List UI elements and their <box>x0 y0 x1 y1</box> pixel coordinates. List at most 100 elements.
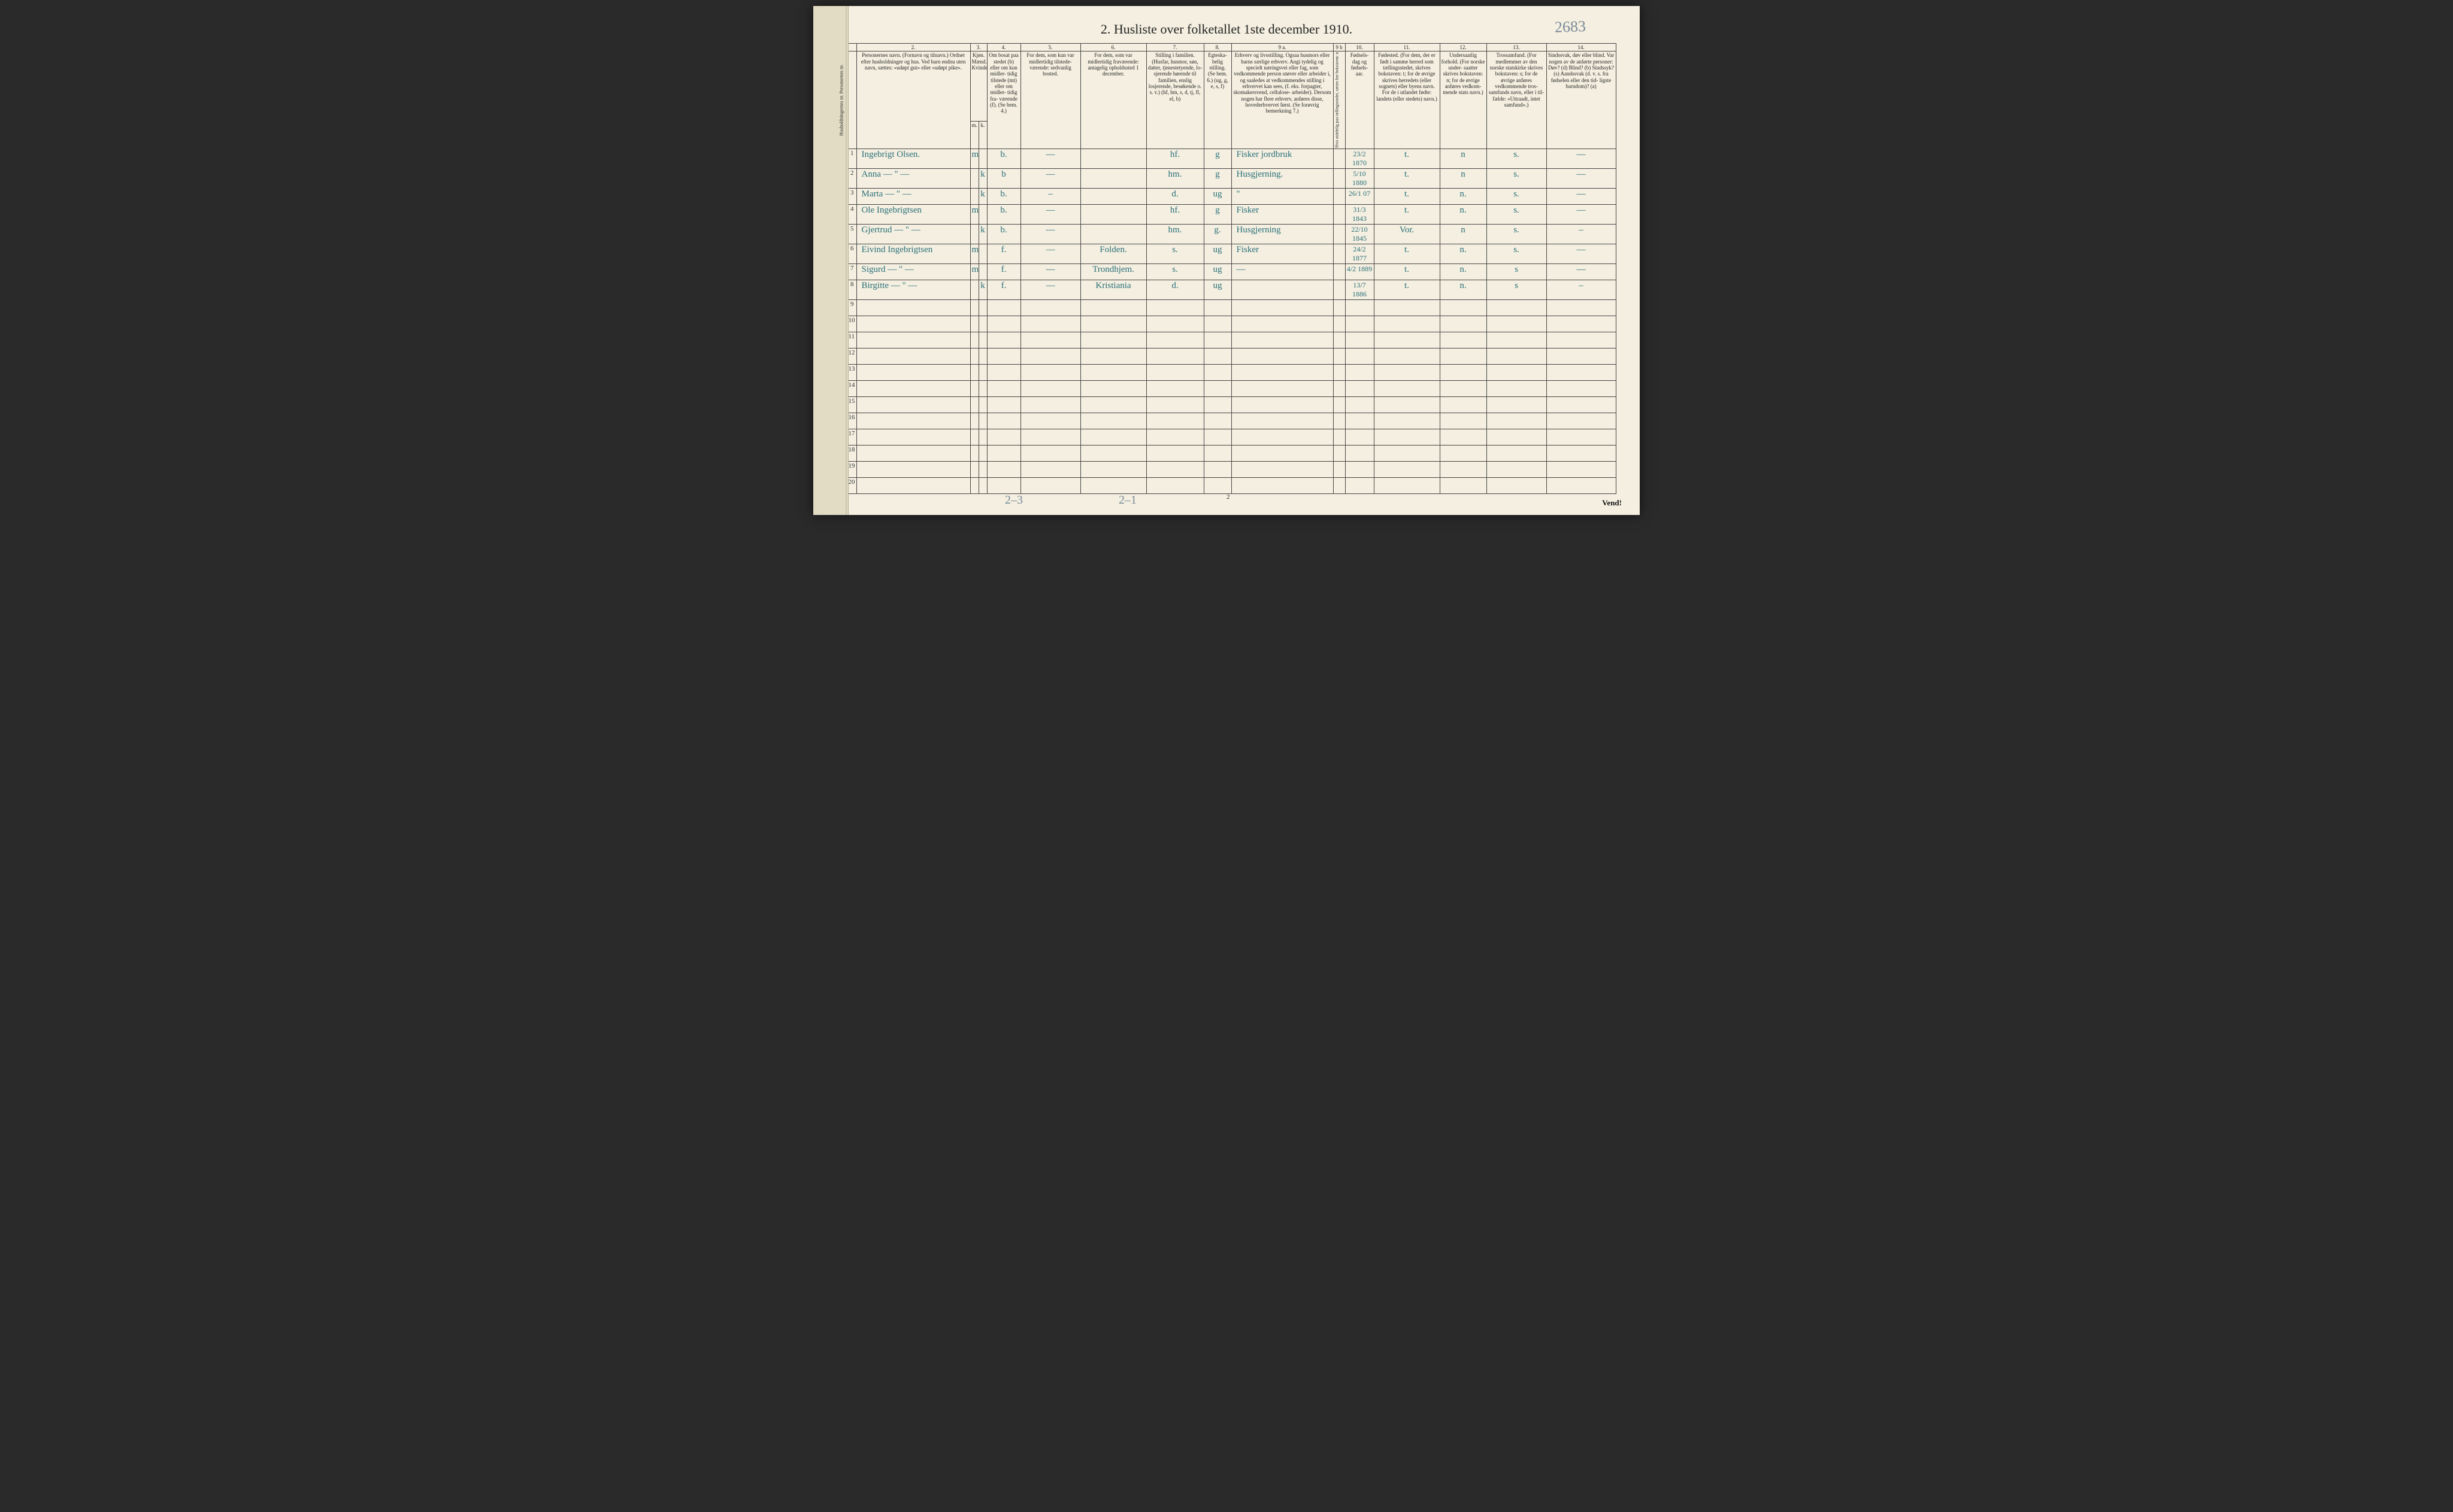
header-7: Stilling i familien. (Husfar, husmor, sø… <box>1146 51 1204 149</box>
cell-bosat: b. <box>987 205 1020 225</box>
cell-name: Gjertrud — " — <box>856 225 970 244</box>
cell-empty <box>1345 332 1374 349</box>
cell-6 <box>1080 149 1146 169</box>
cell-empty <box>1146 300 1204 316</box>
cell-6: Kristiania <box>1080 280 1146 300</box>
cell-empty <box>1333 413 1345 429</box>
cell-empty <box>1146 429 1204 446</box>
cell-7: d. <box>1146 189 1204 205</box>
cell-5: – <box>1020 189 1080 205</box>
cell-empty <box>1440 381 1486 397</box>
cell-7: s. <box>1146 244 1204 264</box>
cell-empty <box>856 349 970 365</box>
cell-empty <box>1231 381 1333 397</box>
cell-empty <box>979 316 987 332</box>
cell-14: – <box>1546 225 1616 244</box>
cell-empty <box>1374 429 1440 446</box>
cell-empty <box>1080 300 1146 316</box>
cell-empty <box>1020 429 1080 446</box>
cell-empty <box>1204 446 1231 462</box>
cell-empty <box>1374 381 1440 397</box>
table-body: 1.1Ingebrigt Olsen.mb.—hf.gFisker jordbr… <box>837 149 1616 494</box>
colnum-8: 8. <box>1204 44 1231 51</box>
cell-11: t. <box>1374 280 1440 300</box>
cell-empty <box>1080 349 1146 365</box>
header-13: Trossamfund. (For medlemmer av den norsk… <box>1486 51 1546 149</box>
cell-empty <box>1231 300 1333 316</box>
table-row: 16 <box>837 413 1616 429</box>
cell-empty <box>1440 429 1486 446</box>
cell-10: 23/2 1870 <box>1345 149 1374 169</box>
cell-14: – <box>1546 280 1616 300</box>
cell-empty <box>1374 462 1440 478</box>
header-5: For dem, som kun var midlertidig tilsted… <box>1020 51 1080 149</box>
cell-empty <box>1345 446 1374 462</box>
cell-10: 5/10 1880 <box>1345 169 1374 189</box>
cell-empty <box>987 413 1020 429</box>
cell-14: — <box>1546 189 1616 205</box>
cell-empty <box>970 429 979 446</box>
cell-empty <box>1486 478 1546 494</box>
cell-name: Birgitte — " — <box>856 280 970 300</box>
colnum-6: 6. <box>1080 44 1146 51</box>
colnum-2: 2. <box>856 44 970 51</box>
cell-11: t. <box>1374 189 1440 205</box>
cell-empty <box>1345 478 1374 494</box>
column-number-row: 1. 2. 3. 4. 5. 6. 7. 8. 9 a. 9 b 10. 11.… <box>837 44 1616 51</box>
cell-empty <box>1146 478 1204 494</box>
cell-empty <box>1204 413 1231 429</box>
cell-empty <box>979 462 987 478</box>
cell-9b <box>1333 149 1345 169</box>
cell-empty <box>987 478 1020 494</box>
cell-sex-k <box>979 264 987 280</box>
cell-empty <box>1546 397 1616 413</box>
cell-empty <box>1204 462 1231 478</box>
cell-empty <box>979 332 987 349</box>
cell-empty <box>1333 429 1345 446</box>
cell-empty <box>1020 332 1080 349</box>
cell-empty <box>1486 397 1546 413</box>
cell-empty <box>1333 478 1345 494</box>
table-row: 7Sigurd — " —mf.—Trondhjem.s.ug—4/2 1889… <box>837 264 1616 280</box>
cell-9b <box>1333 169 1345 189</box>
colnum-12: 12. <box>1440 44 1486 51</box>
page-number-scribble: 2683 <box>1554 17 1586 37</box>
cell-empty <box>1204 300 1231 316</box>
cell-5: — <box>1020 169 1080 189</box>
cell-name: Marta — " — <box>856 189 970 205</box>
cell-8: g. <box>1204 225 1231 244</box>
cell-empty <box>1486 413 1546 429</box>
cell-sex-k <box>979 205 987 225</box>
cell-empty <box>1333 397 1345 413</box>
cell-empty <box>970 349 979 365</box>
cell-empty <box>1080 478 1146 494</box>
cell-empty <box>970 413 979 429</box>
cell-sex-k: k <box>979 280 987 300</box>
cell-empty <box>1486 446 1546 462</box>
cell-11: t. <box>1374 264 1440 280</box>
cell-empty <box>1440 349 1486 365</box>
header-4: Om bosat paa stedet (b) eller om kun mid… <box>987 51 1020 149</box>
cell-11: t. <box>1374 205 1440 225</box>
cell-empty <box>1486 316 1546 332</box>
cell-empty <box>979 397 987 413</box>
table-row: 10 <box>837 316 1616 332</box>
cell-9b <box>1333 280 1345 300</box>
cell-8: g <box>1204 169 1231 189</box>
cell-empty <box>1020 446 1080 462</box>
cell-empty <box>1486 462 1546 478</box>
cell-empty <box>987 429 1020 446</box>
colnum-3: 3. <box>970 44 987 51</box>
cell-7: hm. <box>1146 169 1204 189</box>
cell-13: s. <box>1486 205 1546 225</box>
vend-label: Vend! <box>1602 498 1622 508</box>
cell-empty <box>1374 316 1440 332</box>
cell-empty <box>1080 462 1146 478</box>
header-sex-m: m. <box>970 122 979 149</box>
colnum-13: 13. <box>1486 44 1546 51</box>
colnum-7: 7. <box>1146 44 1204 51</box>
cell-empty <box>1146 381 1204 397</box>
cell-5: — <box>1020 205 1080 225</box>
cell-empty <box>979 429 987 446</box>
cell-sex-m: m <box>970 205 979 225</box>
